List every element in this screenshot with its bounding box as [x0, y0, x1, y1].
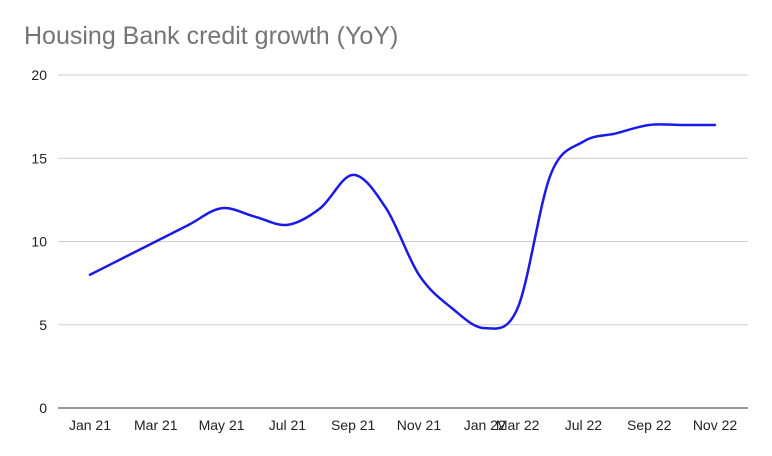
x-tick-label: Nov 22 — [693, 417, 738, 433]
y-tick-label: 15 — [31, 150, 47, 166]
x-tick-label: Jan 22 — [464, 417, 506, 433]
y-tick-label: 10 — [31, 234, 47, 250]
x-tick-label: Mar 22 — [496, 417, 540, 433]
y-tick-label: 20 — [31, 67, 47, 83]
y-axis-ticks: 0 5 10 15 20 — [31, 67, 47, 416]
series-layer — [88, 123, 717, 330]
x-tick-label: Nov 21 — [397, 417, 442, 433]
series-line-0 — [88, 123, 717, 330]
x-tick-label: Sep 22 — [627, 417, 672, 433]
y-tick-label: 0 — [39, 400, 47, 416]
x-axis-ticks: Jan 21 Mar 21 May 21 Jul 21 Sep 21 Nov 21 Jan … — [69, 417, 737, 433]
x-tick-label: Mar 21 — [134, 417, 178, 433]
y-tick-label: 5 — [39, 317, 47, 333]
x-tick-label: Sep 21 — [331, 417, 376, 433]
x-tick-label: Jul 21 — [269, 417, 307, 433]
x-tick-label: Jul 22 — [565, 417, 603, 433]
x-tick-label: Jan 21 — [69, 417, 111, 433]
chart-title: Housing Bank credit growth (YoY) — [24, 22, 399, 50]
x-tick-label: May 21 — [199, 417, 245, 433]
